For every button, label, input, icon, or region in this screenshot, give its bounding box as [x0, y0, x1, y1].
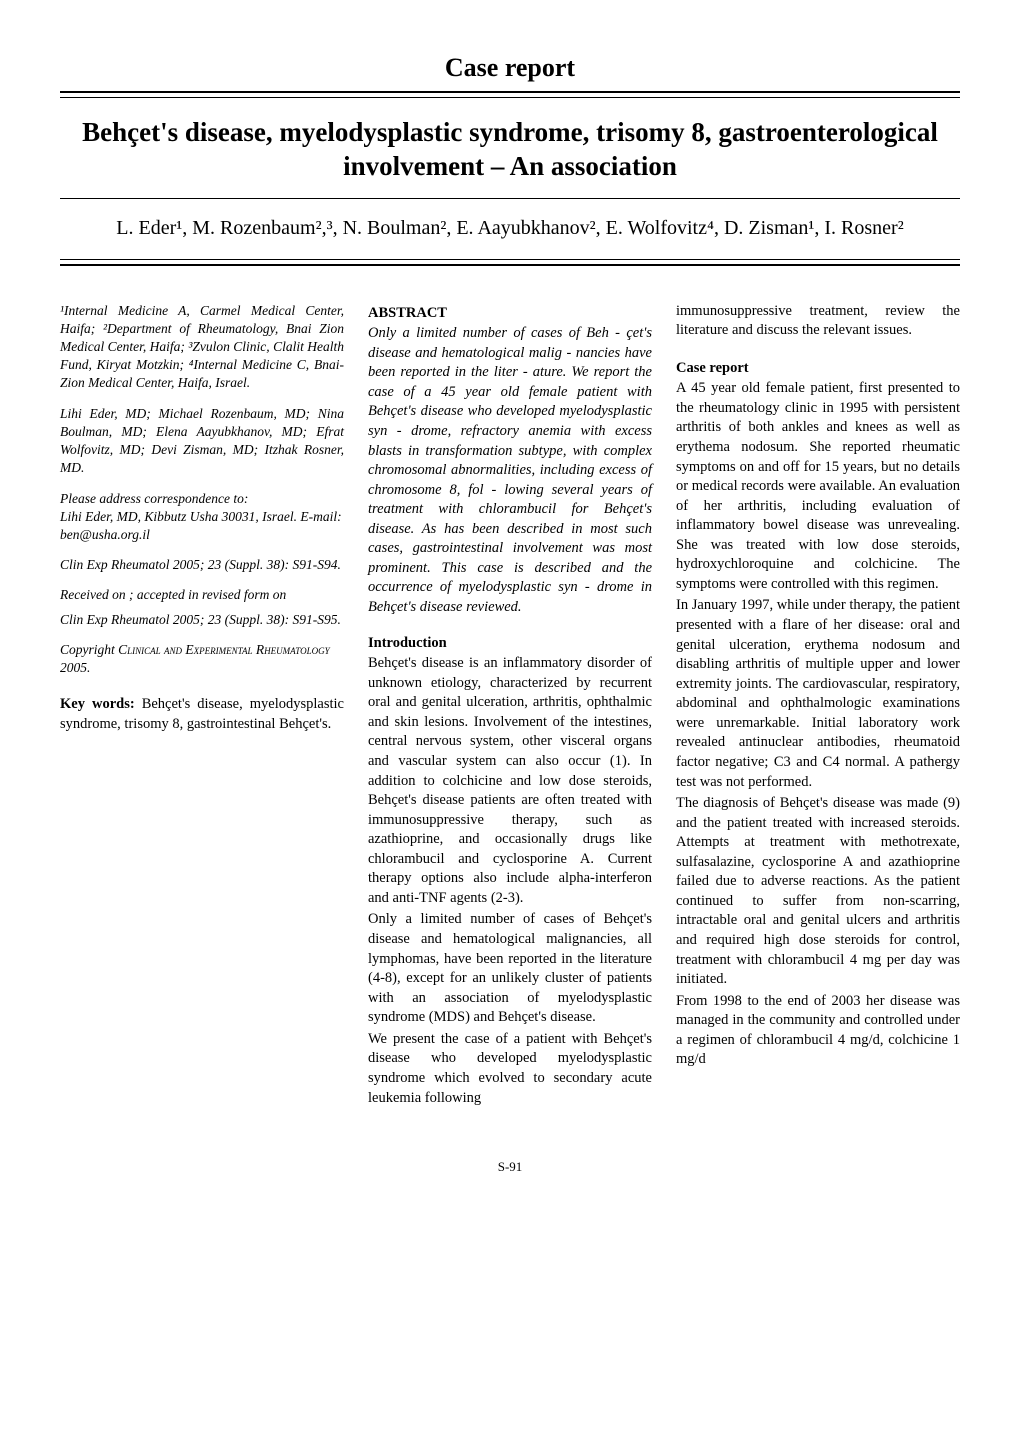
introduction-heading: Introduction: [368, 634, 652, 654]
case-paragraph-2: In January 1997, while under therapy, th…: [676, 596, 960, 792]
case-report-heading: Case report: [676, 359, 960, 379]
section-header: Case report: [60, 50, 960, 85]
case-paragraph-3: The diagnosis of Behçet's disease was ma…: [676, 794, 960, 990]
rule-mid-3: [60, 264, 960, 266]
citation-2: Clin Exp Rheumatol 2005; 23 (Suppl. 38):…: [60, 611, 344, 629]
intro-paragraph-3: We present the case of a patient with Be…: [368, 1030, 652, 1108]
correspondence-body: Lihi Eder, MD, Kibbutz Usha 30031, Israe…: [60, 509, 342, 542]
copyright-prefix: Copyright: [60, 642, 118, 657]
affiliations: ¹Internal Medicine A, Carmel Medical Cen…: [60, 302, 344, 393]
author-names-degrees: Lihi Eder, MD; Michael Rozenbaum, MD; Ni…: [60, 405, 344, 478]
spacer: [676, 343, 960, 357]
case-paragraph-4: From 1998 to the end of 2003 her disease…: [676, 992, 960, 1070]
article-title: Behçet's disease, myelodysplastic syndro…: [60, 116, 960, 184]
intro-paragraph-1: Behçet's disease is an inflammatory diso…: [368, 654, 652, 908]
middle-column: ABSTRACT Only a limited number of cases …: [368, 302, 652, 1111]
rule-mid-1: [60, 198, 960, 199]
rule-top-1: [60, 91, 960, 93]
right-column: immunosuppressive treatment, review the …: [676, 302, 960, 1111]
citation-1: Clin Exp Rheumatol 2005; 23 (Suppl. 38):…: [60, 556, 344, 574]
received-line: Received on ; accepted in revised form o…: [60, 586, 344, 604]
keywords: Key words: Behçet's disease, myelodyspla…: [60, 695, 344, 734]
rule-top-2: [60, 97, 960, 98]
copyright: Copyright Clinical and Experimental Rheu…: [60, 641, 344, 677]
correspondence: Please address correspondence to: Lihi E…: [60, 490, 344, 545]
page-number: S-91: [60, 1158, 960, 1176]
authors: L. Eder¹, M. Rozenbaum²,³, N. Boulman², …: [60, 213, 960, 243]
keywords-label: Key words:: [60, 696, 142, 712]
rule-mid-2: [60, 259, 960, 260]
intro-continuation: immunosuppressive treatment, review the …: [676, 302, 960, 341]
case-paragraph-1: A 45 year old female patient, first pres…: [676, 379, 960, 594]
intro-paragraph-2: Only a limited number of cases of Behçet…: [368, 910, 652, 1027]
correspondence-label: Please address correspondence to:: [60, 491, 248, 506]
abstract-body: Only a limited number of cases of Beh - …: [368, 324, 652, 617]
column-layout: ¹Internal Medicine A, Carmel Medical Cen…: [60, 302, 960, 1111]
left-column: ¹Internal Medicine A, Carmel Medical Cen…: [60, 302, 344, 1111]
abstract-heading: ABSTRACT: [368, 304, 652, 324]
